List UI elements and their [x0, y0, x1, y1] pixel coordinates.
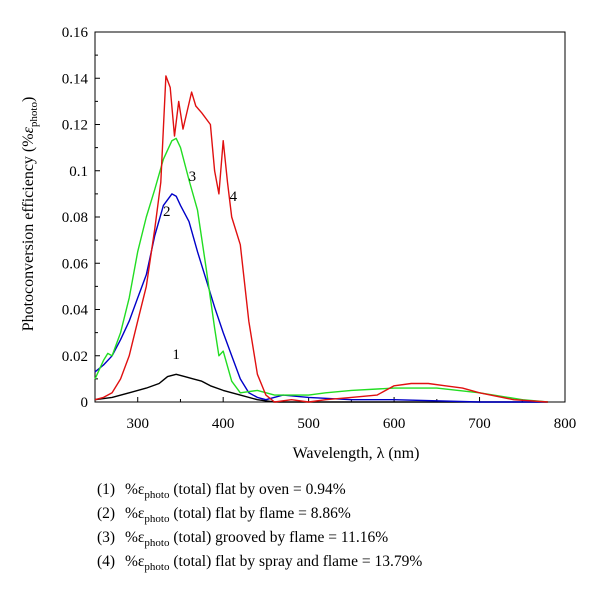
- curve-label-1: 1: [172, 347, 180, 363]
- legend-number: (1): [97, 481, 116, 498]
- legend-text: (total) flat by oven = 0.94%: [169, 481, 346, 498]
- legend-item: (4) %εphoto (total) flat by spray and fla…: [97, 550, 422, 574]
- y-tick-label: 0.06: [62, 256, 89, 272]
- y-tick-label: 0.12: [62, 118, 88, 134]
- legend-subscript: photo: [144, 489, 170, 502]
- x-tick-label: 500: [297, 416, 320, 432]
- legend-symbol: %ε: [125, 529, 145, 546]
- legend-symbol: %ε: [125, 505, 145, 522]
- legend-number: (4): [97, 553, 116, 570]
- series-line-2: [94, 193, 548, 403]
- x-tick-label: 800: [554, 416, 577, 432]
- legend-item: (3) %εphoto (total) grooved by flame = 11…: [97, 526, 422, 550]
- legend-text: (total) flat by flame = 8.86%: [169, 505, 351, 522]
- chart: 0 0.02 0.04 0.06 0.08 0.1 0.12 0.14 0.16 300 400 50…: [20, 25, 577, 462]
- legend-symbol: %ε: [125, 481, 145, 498]
- curve-label-2: 2: [163, 204, 171, 220]
- legend-number: (3): [97, 529, 116, 546]
- y-tick-label: 0.16: [62, 25, 89, 41]
- legend-text: (total) grooved by flame = 11.16%: [169, 529, 389, 546]
- legend-subscript: photo: [144, 513, 170, 526]
- y-axis-title: Photoconversion efficiency (%εphoto): [20, 97, 40, 332]
- x-tick-label: 600: [383, 416, 406, 432]
- legend-subscript: photo: [144, 561, 170, 574]
- legend: (1) %εphoto (total) flat by oven = 0.94%(…: [97, 478, 422, 574]
- x-tick-label: 400: [212, 416, 235, 432]
- legend-item: (2) %εphoto (total) flat by flame = 8.86%: [97, 502, 422, 526]
- y-tick-label: 0.02: [62, 349, 88, 365]
- y-tick-label: 0: [81, 395, 89, 411]
- x-axis-title: Wavelength, λ (nm): [293, 445, 420, 462]
- curve-label-4: 4: [230, 189, 238, 205]
- legend-subscript: photo: [144, 537, 170, 550]
- y-tick-label: 0.14: [62, 71, 89, 87]
- legend-number: (2): [97, 505, 116, 522]
- series-line-3: [94, 137, 548, 403]
- y-tick-label: 0.08: [62, 210, 88, 226]
- plot-area: 0 0.02 0.04 0.06 0.08 0.1 0.12 0.14 0.16 300 400 50…: [62, 25, 577, 432]
- y-tick-label: 0.1: [69, 164, 88, 180]
- curve-label-3: 3: [189, 169, 197, 185]
- legend-symbol: %ε: [125, 553, 145, 570]
- legend-item: (1) %εphoto (total) flat by oven = 0.94%: [97, 478, 422, 502]
- y-tick-label: 0.04: [62, 303, 89, 319]
- series-line-4: [94, 75, 548, 403]
- x-tick-label: 300: [126, 416, 149, 432]
- x-tick-label: 700: [468, 416, 491, 432]
- legend-text: (total) flat by spray and flame = 13.79%: [169, 553, 423, 570]
